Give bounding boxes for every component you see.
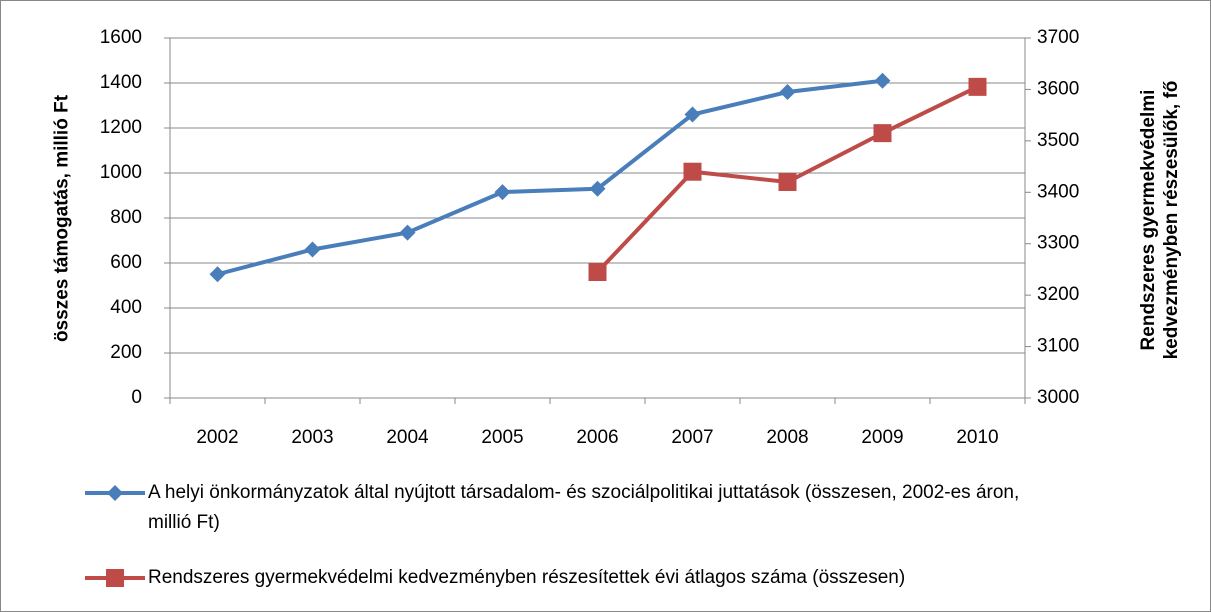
legend-marker: [106, 569, 124, 587]
y-tick-label: 1600: [100, 27, 142, 48]
data-point: [968, 77, 987, 96]
y2-tick-label: 3100: [1037, 336, 1079, 357]
data-point: [209, 266, 226, 283]
data-point: [683, 162, 702, 181]
x-tick-label: 2004: [386, 427, 429, 448]
data-point: [589, 180, 606, 197]
y2-tick-label: 3000: [1037, 387, 1079, 408]
y-tick-label: 0: [131, 387, 142, 408]
legend-label: Rendszeres gyermekvédelmi kedvezményben …: [148, 567, 906, 588]
legend-marker: [107, 485, 123, 501]
y2-tick-label: 3700: [1037, 27, 1079, 48]
y-tick-label: 1000: [100, 162, 142, 183]
x-tick-label: 2010: [956, 427, 998, 448]
y2-axis-label: Rendszeres gyermekvédelmi kedvezményben …: [1138, 80, 1182, 360]
y-tick-label: 800: [110, 207, 142, 228]
data-point: [779, 84, 796, 100]
data-point: [873, 124, 892, 143]
y2-tick-label: 3500: [1037, 130, 1079, 151]
data-point: [494, 184, 511, 201]
y2-tick-label: 3200: [1037, 284, 1079, 305]
y-tick-label: 1400: [100, 72, 142, 93]
x-tick-label: 2003: [291, 427, 333, 448]
y2-tick-label: 3300: [1037, 233, 1079, 254]
x-tick-label: 2009: [861, 427, 903, 448]
data-point: [684, 106, 701, 123]
y-axis-label: összes támogatás, millió Ft: [51, 94, 73, 343]
y-tick-label: 600: [110, 252, 142, 273]
data-point: [304, 241, 321, 258]
x-tick-label: 2007: [671, 427, 713, 448]
data-point: [399, 224, 416, 241]
legend-label: A helyi önkormányzatok által nyújtott tá…: [148, 482, 1020, 533]
y-tick-label: 200: [110, 342, 142, 363]
series-line: [216, 78, 883, 277]
y2-tick-label: 3400: [1037, 181, 1079, 202]
y-tick-label: 400: [110, 297, 142, 318]
data-point: [588, 263, 607, 281]
data-point: [778, 173, 797, 191]
x-tick-label: 2005: [481, 427, 523, 448]
x-tick-label: 2008: [766, 427, 808, 448]
x-tick-label: 2006: [576, 427, 618, 448]
y2-tick-label: 3600: [1037, 78, 1079, 99]
y-tick-label: 1200: [100, 117, 142, 138]
data-point: [874, 72, 891, 89]
x-tick-label: 2002: [196, 427, 238, 448]
